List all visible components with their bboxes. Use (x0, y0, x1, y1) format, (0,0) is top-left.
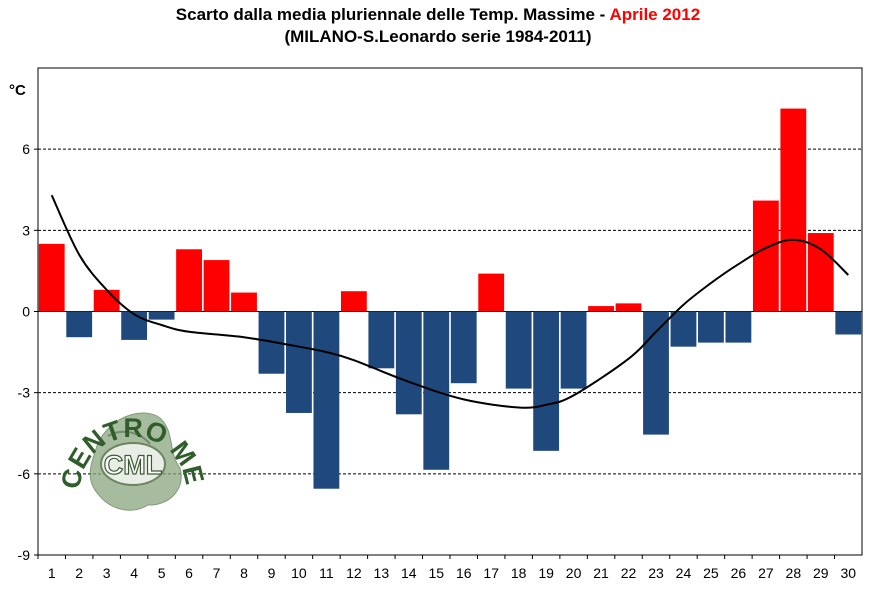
x-tick-label: 25 (703, 565, 719, 581)
bar (450, 311, 477, 384)
x-tick-label: 13 (374, 565, 390, 581)
x-tick-label: 6 (185, 565, 193, 581)
bar (533, 311, 560, 451)
title-main: Scarto dalla media pluriennale delle Tem… (175, 5, 610, 24)
x-tick-label: 12 (346, 565, 362, 581)
y-axis-ticks: 6 3 0 -3 -6 -9 (18, 141, 38, 563)
x-tick-label: 22 (621, 565, 637, 581)
logo-center-text: CML (104, 450, 162, 480)
bar (752, 200, 779, 312)
x-tick-label: 18 (511, 565, 527, 581)
x-tick-label: 30 (840, 565, 856, 581)
x-tick-label: 27 (758, 565, 774, 581)
y-tick-label: 3 (22, 222, 30, 238)
x-tick-label: 23 (648, 565, 664, 581)
logo-ring-text: CENTRO METEO LOMBARDO (0, 0, 210, 491)
title-line-1: Scarto dalla media pluriennale delle Tem… (0, 4, 876, 26)
x-axis-ticks: 1 2 3 4 5 6 7 8 9 10 11 12 13 14 15 16 17 18 19 20 21 22 23 24 2… (37, 555, 856, 581)
y-tick-label: -6 (18, 466, 31, 482)
y-tick-label: -9 (18, 547, 31, 563)
bar (340, 291, 367, 312)
bar (725, 311, 752, 343)
bar (38, 243, 65, 312)
bar (478, 273, 505, 312)
x-tick-label: 28 (786, 565, 802, 581)
x-tick-label: 3 (103, 565, 111, 581)
x-tick-label: 26 (731, 565, 747, 581)
x-tick-label: 5 (158, 565, 166, 581)
x-tick-label: 16 (456, 565, 472, 581)
bar (368, 311, 395, 369)
bar (231, 292, 257, 312)
x-tick-label: 7 (213, 565, 221, 581)
bar (698, 311, 724, 343)
bar (66, 311, 93, 338)
x-tick-label: 14 (401, 565, 417, 581)
y-tick-label: 6 (22, 141, 30, 157)
y-tick-label: -3 (18, 385, 31, 401)
bar (615, 303, 642, 312)
x-tick-label: 11 (319, 565, 334, 581)
x-tick-label: 21 (593, 565, 609, 581)
y-axis-unit-label: °C (9, 82, 26, 99)
x-tick-label: 17 (483, 565, 499, 581)
x-tick-label: 9 (268, 565, 276, 581)
chart-title: Scarto dalla media pluriennale delle Tem… (0, 4, 876, 48)
bar (807, 233, 834, 312)
bar (148, 311, 175, 320)
x-tick-label: 29 (813, 565, 829, 581)
x-tick-label: 2 (75, 565, 83, 581)
bar (286, 311, 312, 413)
trendline (50, 194, 849, 409)
y-tick-label: 0 (22, 304, 30, 320)
bar (121, 311, 148, 340)
bar (670, 311, 697, 347)
x-tick-label: 20 (566, 565, 582, 581)
bar (835, 311, 862, 335)
bar (93, 289, 120, 312)
bar (780, 108, 807, 312)
title-line-2: (MILANO-S.Leonardo serie 1984-2011) (284, 27, 592, 46)
bar (313, 311, 340, 489)
bar (505, 311, 532, 389)
bar (203, 260, 230, 312)
bar (588, 306, 614, 312)
bar (176, 249, 202, 312)
x-tick-label: 1 (48, 565, 56, 581)
bar (560, 311, 587, 389)
title-highlight: Aprile 2012 (609, 5, 701, 24)
x-tick-label: 8 (240, 565, 248, 581)
x-tick-label: 15 (428, 565, 444, 581)
x-tick-label: 24 (676, 565, 692, 581)
bar (395, 311, 422, 415)
x-tick-label: 19 (538, 565, 554, 581)
x-tick-label: 10 (291, 565, 307, 581)
x-tick-label: 4 (130, 565, 138, 581)
bar (643, 311, 669, 435)
